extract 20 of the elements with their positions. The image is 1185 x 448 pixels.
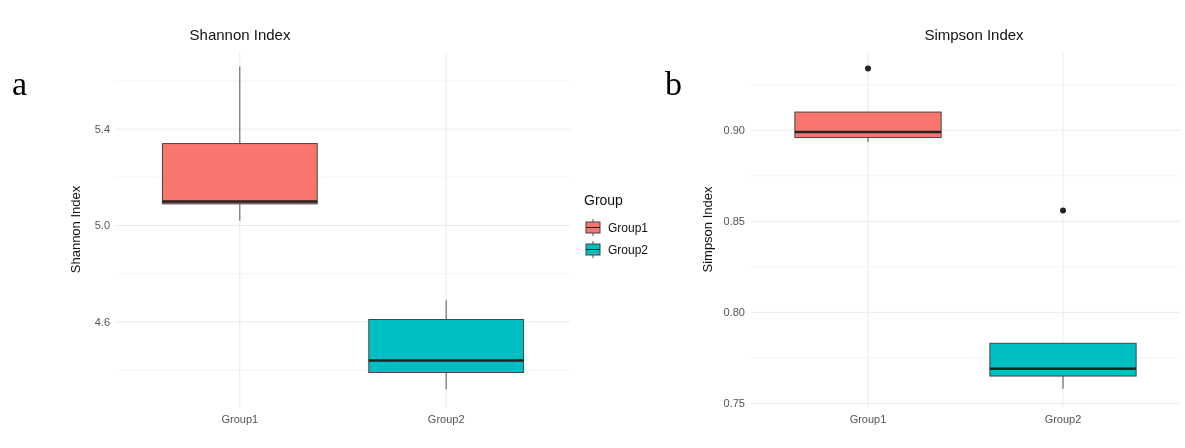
chart-title: Shannon Index <box>189 26 291 43</box>
x-tick-label: Group2 <box>427 413 465 425</box>
y-axis-title: Simpson Index <box>700 186 715 273</box>
y-tick-label: 0.75 <box>723 397 745 410</box>
legend-label: Group1 <box>608 221 649 235</box>
y-tick-label: 0.85 <box>723 215 745 228</box>
y-tick-label: 5.4 <box>94 122 110 135</box>
y-tick-label: 4.6 <box>94 315 110 328</box>
text: a <box>12 65 28 102</box>
x-tick-label: Group2 <box>1044 413 1082 425</box>
text: b <box>665 65 682 102</box>
legend-label: Group2 <box>608 243 649 257</box>
chart-title: Simpson Index <box>924 26 1025 43</box>
y-tick-label: 0.90 <box>723 124 745 137</box>
y-tick-label: 5.0 <box>94 219 110 232</box>
legend-title: Group <box>584 192 624 208</box>
x-tick-label: Group1 <box>221 413 259 425</box>
y-tick-label: 0.80 <box>723 306 745 319</box>
x-tick-label: Group1 <box>849 413 887 425</box>
y-axis-title: Shannon Index <box>68 185 83 274</box>
